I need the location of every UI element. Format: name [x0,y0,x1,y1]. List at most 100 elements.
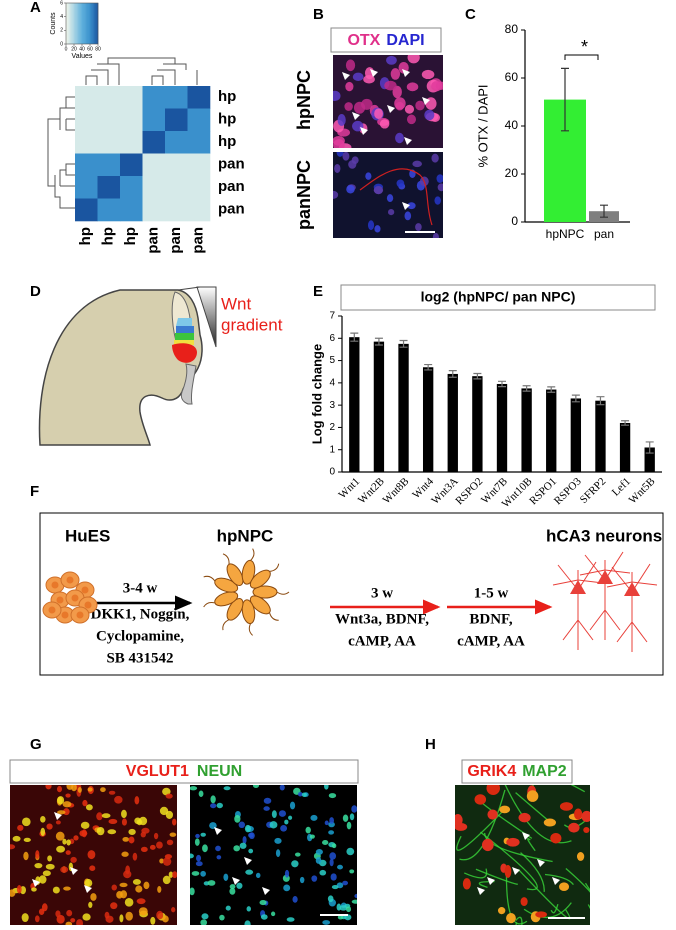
neurite [504,785,572,844]
cell [166,839,174,846]
cell [215,845,221,852]
color-key-swatch [86,3,88,44]
cell [123,870,132,879]
color-key-swatch [90,3,92,44]
cell [57,810,66,815]
y-tick-label: 6 [60,0,63,6]
cell [17,824,24,831]
cell [344,102,353,111]
cell [201,913,209,920]
arrowhead [402,69,410,77]
y-tick-label: 60 [505,70,519,84]
fiber [359,168,433,226]
cell [169,832,177,837]
axis-label: Log fold change [309,344,324,444]
process [269,563,280,572]
stage-label: hpNPC [217,526,274,545]
cell [346,185,355,194]
cell [271,810,277,819]
error-bar [621,420,630,426]
cell [390,68,401,80]
axis-label: % OTX / DAPI [475,84,490,167]
cell [239,842,247,849]
arrowhead [522,832,530,840]
cell [349,869,355,874]
cell [415,223,422,231]
color-key-swatch [92,3,95,44]
cell [41,903,48,912]
cell [172,871,177,879]
cell [202,844,208,853]
x-tick-label: 0 [65,46,68,52]
cell [351,899,357,904]
cell [65,850,71,855]
color-key-swatch [87,3,89,44]
soma [597,570,613,584]
y-tick-label: 0 [60,41,63,47]
cell [297,791,303,797]
cell [196,854,202,862]
cell [124,898,134,907]
duration: 3-4 w [123,580,158,596]
cell [367,220,375,231]
cell [263,806,270,811]
nucleus [66,576,74,584]
neurite [527,837,536,852]
cell [248,848,254,854]
cell [171,907,176,913]
row-label: hpNPC [294,70,314,130]
row-label: pan [218,156,245,173]
arrowhead [352,112,360,120]
cell [324,785,329,790]
neurite [532,785,586,793]
cell [535,911,547,918]
cell [143,881,150,890]
heatmap-cell [97,131,121,154]
arrowhead [84,885,92,893]
cell [352,72,364,82]
cell [216,855,222,860]
cell [363,75,375,84]
cell [518,812,531,823]
panel-label: G [30,736,42,753]
cell [87,787,93,792]
arrowhead [512,867,520,875]
neurite [463,868,488,879]
nucleus [51,581,59,589]
cell [322,920,331,925]
cell [328,793,337,799]
cell [76,919,84,925]
cell [16,884,22,894]
condition: Cyclopamine, [96,628,184,644]
cell [55,820,61,825]
cell [149,844,156,850]
cell [119,914,124,923]
cell [384,80,397,91]
cell [274,837,282,844]
heatmap-cell [97,108,121,132]
progenitor [241,559,256,585]
cell [431,153,439,163]
annotation: * [581,37,588,57]
cell [245,869,254,875]
heatmap-cell [75,176,98,199]
micrograph-content [190,785,357,925]
error-bar [547,386,556,393]
heatmap-cell [142,153,166,177]
cell [104,911,110,919]
error-bar [561,67,569,132]
neurite [550,904,559,914]
cell [136,898,146,905]
cell [396,179,405,188]
cell [12,835,21,842]
error-bar [596,396,605,406]
cell [159,858,164,864]
cell [136,819,143,826]
cell [543,818,557,827]
bar [570,398,582,472]
color-key-swatch [76,3,79,44]
cell [333,139,345,148]
cell [407,55,420,64]
col-label: hp [122,227,139,245]
x-tick-label: 20 [71,46,77,52]
